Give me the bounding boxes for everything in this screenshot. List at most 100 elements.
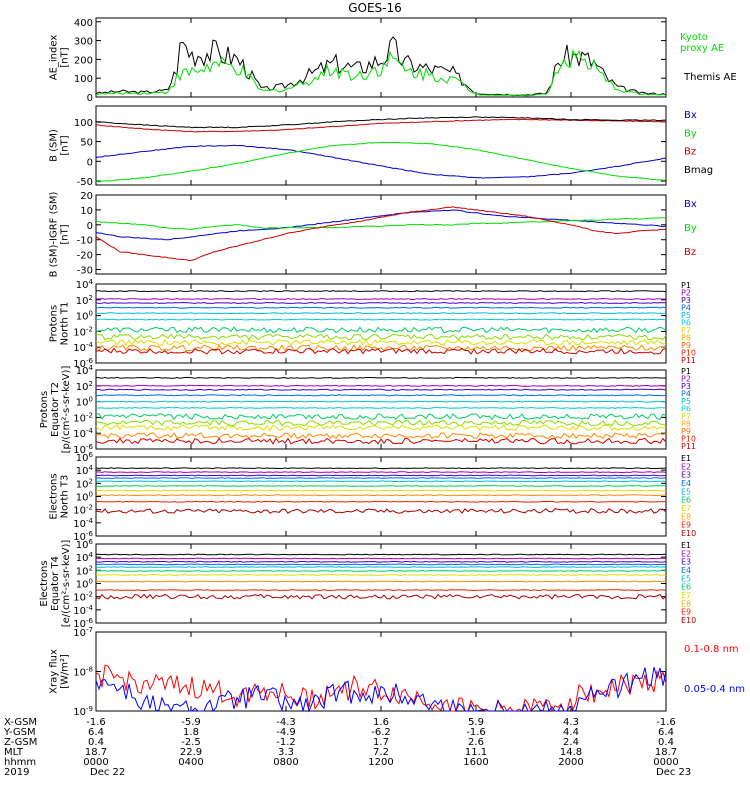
y-tick-label: 104 bbox=[76, 464, 94, 477]
legend-label: P8 bbox=[681, 420, 691, 429]
x-row-value: 1200 bbox=[368, 757, 393, 768]
series-line-p3 bbox=[95, 301, 666, 304]
series-line-e1 bbox=[95, 467, 667, 470]
legend-label: P1 bbox=[681, 281, 691, 290]
legend-label: E9 bbox=[681, 521, 691, 530]
y-axis-label: [nT] bbox=[60, 224, 71, 244]
legend-label: E10 bbox=[681, 616, 696, 625]
series-line-bmag bbox=[95, 116, 667, 129]
y-axis-label: North T3 bbox=[60, 475, 71, 519]
y-tick-label: 106 bbox=[76, 451, 94, 464]
series-line-bx bbox=[95, 209, 667, 241]
legend-label: Bx bbox=[684, 199, 697, 210]
y-tick-label: 100 bbox=[76, 310, 93, 323]
panel-bsm: -50 0 50 100 B (SM) [nT] Bx By Bz Bmag bbox=[49, 105, 713, 188]
legend-label: E2 bbox=[681, 549, 691, 558]
series-line-p10 bbox=[95, 344, 667, 352]
x-row-value: 0000 bbox=[83, 757, 108, 768]
legend-label: P9 bbox=[681, 427, 691, 436]
x-row-value: 22.9 bbox=[180, 747, 202, 758]
x-row-value: 6.4 bbox=[658, 727, 674, 738]
x-row-value: 0000 bbox=[653, 757, 678, 768]
y-tick-label: 100 bbox=[76, 578, 93, 591]
y-tick-label: 100 bbox=[76, 491, 93, 504]
series-line-e10 bbox=[95, 508, 667, 514]
series-line-p1 bbox=[95, 376, 666, 379]
y-axis-label: [e/(cm²-s-sr-keV)] bbox=[61, 540, 72, 628]
y-tick-label: 106 bbox=[76, 538, 94, 551]
series-line-by bbox=[95, 217, 666, 230]
series-line-p2 bbox=[95, 297, 667, 301]
series-line-e4 bbox=[95, 563, 667, 566]
y-tick-label: 10-2 bbox=[73, 325, 93, 338]
legend-label: E10 bbox=[681, 529, 696, 538]
x-row-value: 1.7 bbox=[373, 737, 389, 748]
x-row-value: 2000 bbox=[558, 757, 583, 768]
series-line-p5 bbox=[95, 312, 667, 315]
series-line-p6 bbox=[95, 406, 667, 409]
legend-label: E4 bbox=[681, 479, 691, 488]
x-row-value: 1.8 bbox=[183, 727, 199, 738]
legend-label: P1 bbox=[681, 367, 691, 376]
y-axis-label: B (SM)-IGRF (SM) bbox=[49, 192, 60, 278]
x-row-value: -2.5 bbox=[181, 737, 201, 748]
series-line-e2 bbox=[95, 557, 667, 560]
page-title: GOES-16 bbox=[348, 1, 402, 15]
legend-label: P11 bbox=[681, 356, 696, 365]
y-tick-label: 102 bbox=[76, 294, 93, 307]
legend-label: E4 bbox=[681, 566, 691, 575]
series-line-e10 bbox=[95, 593, 667, 600]
y-axis-label: B (SM) bbox=[49, 129, 60, 162]
legend-label: Bz bbox=[684, 147, 696, 158]
x-row-label: Y-GSM bbox=[3, 727, 36, 738]
series-line-bz bbox=[95, 206, 667, 262]
legend-label: 0.05-0.4 nm bbox=[684, 684, 745, 695]
series-line-p6 bbox=[95, 318, 667, 321]
x-row-label: X-GSM bbox=[4, 717, 37, 728]
series-line-p9 bbox=[95, 424, 667, 432]
y-tick-label: 10-4 bbox=[73, 517, 93, 530]
y-tick-label: 10-4 bbox=[73, 604, 93, 617]
series-line-by bbox=[95, 141, 667, 183]
y-axis-label: [nT] bbox=[60, 47, 71, 67]
y-tick-label: 10-4 bbox=[73, 427, 93, 440]
y-axis-label: Protons bbox=[39, 391, 50, 428]
series-line-e3 bbox=[95, 560, 667, 563]
y-tick-label: 10-2 bbox=[73, 591, 93, 604]
y-tick-label: -30 bbox=[77, 266, 93, 277]
legend-label: By bbox=[684, 128, 697, 139]
y-axis-label: [p/(cm²-s-sr-keV)] bbox=[61, 366, 72, 454]
y-axis-label: [W/m²] bbox=[60, 654, 71, 689]
year-label: 2019 bbox=[4, 767, 29, 778]
series-line-p4 bbox=[95, 306, 667, 309]
series-line-e6 bbox=[96, 485, 667, 487]
legend-label: proxy AE bbox=[680, 43, 724, 54]
x-row-value: -5.9 bbox=[181, 717, 201, 728]
y-tick-label: 102 bbox=[76, 380, 93, 393]
x-row-value: 14.8 bbox=[560, 747, 582, 758]
x-row-value: 3.3 bbox=[278, 747, 294, 758]
x-row-value: 0.4 bbox=[88, 737, 104, 748]
legend-label: By bbox=[684, 223, 697, 234]
y-tick-label: 200 bbox=[74, 55, 93, 66]
y-tick-label: 100 bbox=[76, 396, 93, 409]
x-row-label: MLT bbox=[4, 747, 24, 758]
series-line-p5 bbox=[95, 400, 667, 403]
y-tick-label: 50 bbox=[80, 138, 93, 149]
panel-frame bbox=[95, 194, 667, 275]
y-tick-label: 10-4 bbox=[73, 341, 93, 354]
legend-label: P9 bbox=[681, 341, 691, 350]
legend-label: P5 bbox=[681, 397, 691, 406]
series-line-0-1-0-8-nm bbox=[95, 664, 667, 713]
x-row-value: 5.9 bbox=[468, 717, 484, 728]
series-line-e9 bbox=[95, 500, 667, 503]
y-tick-label: 104 bbox=[76, 551, 94, 564]
series-line-e8 bbox=[95, 580, 667, 583]
y-tick-label: -50 bbox=[77, 177, 93, 188]
legend-label: P4 bbox=[681, 390, 691, 399]
legend-label: E3 bbox=[681, 558, 691, 567]
series-line-p1 bbox=[96, 290, 667, 293]
